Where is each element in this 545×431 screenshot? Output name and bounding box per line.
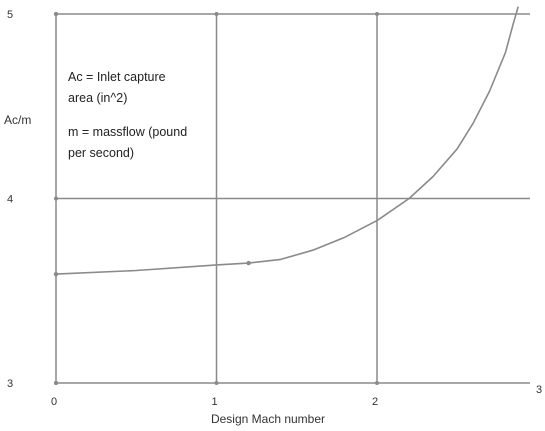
annotation-line: m = massflow (pound: [68, 125, 187, 139]
annotation-line: area (in^2): [68, 91, 127, 105]
grid-node: [54, 381, 58, 385]
tick-labels: 0 1 2 3 3 4 5: [7, 9, 542, 408]
x-axis-label: Design Mach number: [211, 412, 325, 426]
grid-node: [54, 196, 58, 201]
x-tick-label: 1: [211, 396, 217, 408]
y-tick-label: 5: [7, 9, 13, 21]
grid-node: [375, 381, 379, 385]
annotation-line: per second): [68, 146, 134, 160]
series-line: [55, 6, 519, 275]
y-tick-label: 4: [7, 194, 13, 206]
y-tick-label: 3: [7, 378, 13, 390]
annotation-line: Ac = Inlet capture: [68, 70, 166, 84]
x-tick-label: 3: [536, 384, 542, 396]
data-series: [53, 6, 519, 277]
data-point: [246, 260, 251, 266]
grid-node: [214, 381, 219, 385]
annotation-text: Ac = Inlet capture area (in^2) m = massflo…: [68, 70, 187, 160]
grid-lines: [54, 12, 530, 385]
x-tick-label: 2: [372, 396, 378, 408]
y-axis-label: Ac/m: [4, 113, 31, 127]
grid-node: [54, 12, 58, 16]
x-tick-label: 0: [51, 396, 57, 408]
data-point: [53, 271, 59, 277]
